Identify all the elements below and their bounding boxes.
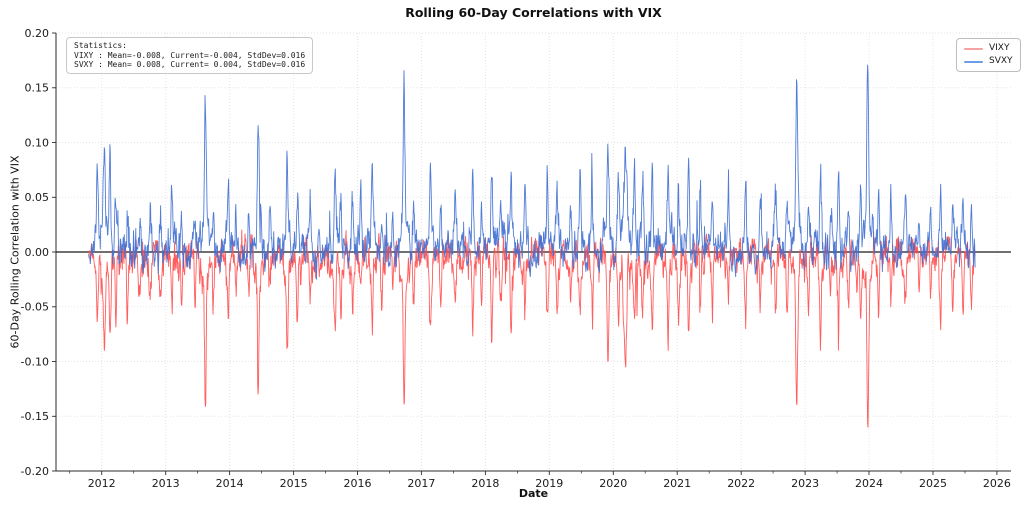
x-tick-label: 2022 — [727, 477, 755, 490]
y-tick-label: 0.10 — [25, 136, 50, 149]
y-tick-label: 0.00 — [25, 246, 50, 259]
y-tick-label: -0.10 — [21, 355, 49, 368]
y-tick-label: 0.05 — [25, 191, 50, 204]
x-tick-label: 2025 — [919, 477, 947, 490]
x-axis-label: Date — [518, 487, 549, 500]
x-tick-label: 2026 — [983, 477, 1011, 490]
legend-item-svxy: SVXY — [964, 57, 1013, 66]
x-tick-label: 2019 — [535, 477, 563, 490]
legend-label-svxy: SVXY — [989, 56, 1013, 66]
x-tick-label: 2015 — [280, 477, 308, 490]
x-tick-label: 2017 — [407, 477, 435, 490]
x-tick-label: 2012 — [88, 477, 116, 490]
x-tick-label: 2023 — [791, 477, 819, 490]
chart-title: Rolling 60-Day Correlations with VIX — [405, 5, 662, 20]
y-tick-label: -0.05 — [21, 301, 49, 314]
stats-line-svxy: SVXY : Mean= 0.008, Current= 0.004, StdD… — [74, 60, 306, 70]
x-tick-label: 2014 — [216, 477, 244, 490]
stats-title: Statistics: — [74, 41, 127, 50]
y-tick-label: -0.20 — [21, 465, 49, 478]
y-tick-label: 0.15 — [25, 82, 50, 95]
x-tick-label: 2016 — [344, 477, 372, 490]
stats-box: Statistics: VIXY : Mean=-0.008, Current=… — [66, 37, 314, 74]
x-tick-label: 2013 — [152, 477, 180, 490]
stats-line-vixy: VIXY : Mean=-0.008, Current=-0.004, StdD… — [74, 50, 306, 60]
legend-label-vixy: VIXY — [989, 43, 1010, 53]
y-tick-label: 0.20 — [25, 27, 50, 40]
x-tick-label: 2018 — [471, 477, 499, 490]
x-tick-label: 2024 — [855, 477, 883, 490]
legend-item-vixy: VIXY — [964, 44, 1013, 53]
svxy-line-icon — [964, 60, 983, 63]
x-tick-label: 2020 — [599, 477, 627, 490]
x-tick-label: 2021 — [663, 477, 691, 490]
y-axis-label: 60-Day Rolling Correlation with VIX — [8, 155, 22, 349]
legend: VIXY SVXY — [956, 38, 1021, 72]
svxy-series-path — [88, 64, 976, 280]
y-tick-label: -0.15 — [21, 410, 49, 423]
vixy-line-icon — [964, 47, 983, 50]
